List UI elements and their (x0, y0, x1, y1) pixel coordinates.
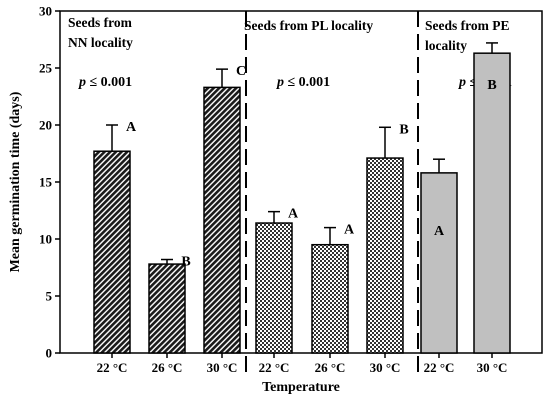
significance-letter: C (236, 64, 246, 79)
bar (366, 157, 404, 354)
bar (93, 150, 131, 354)
x-category-label: 22 °C (97, 360, 128, 375)
significance-letter: B (487, 78, 496, 93)
y-tick-label: 30 (39, 4, 52, 19)
panel-title-line: Seeds from PL locality (244, 18, 373, 33)
x-category-label: 30 °C (370, 360, 401, 375)
x-category-label: 26 °C (152, 360, 183, 375)
panel-1: Seeds from NN locality p ≤ 0.001 A 22 °C B 26 … (68, 15, 246, 375)
significance-letter: A (288, 207, 299, 222)
x-category-label: 30 °C (477, 360, 508, 375)
p-value-label: p ≤ 0.001 (78, 75, 132, 90)
panel-title-line: locality (425, 38, 467, 53)
y-tick-label: 15 (39, 175, 53, 190)
y-tick-label: 25 (39, 61, 53, 76)
plot-frame (59, 10, 543, 354)
x-category-label: 30 °C (207, 360, 238, 375)
panels: Seeds from NN locality p ≤ 0.001 A 22 °C B 26 … (68, 11, 512, 375)
bar (420, 172, 458, 354)
significance-letter: A (126, 120, 137, 135)
y-tick-label: 5 (46, 289, 53, 304)
y-tick-label: 0 (46, 346, 53, 361)
y-axis: 0 5 10 15 20 25 30 (39, 4, 60, 361)
significance-letter: B (181, 255, 190, 270)
x-axis-title: Temperature (262, 380, 340, 395)
significance-letter: A (434, 224, 445, 239)
significance-letter: A (344, 223, 355, 238)
y-tick-label: 10 (39, 232, 52, 247)
panel-title-line: Seeds from (68, 15, 133, 30)
y-tick-label: 20 (39, 118, 52, 133)
x-category-label: 22 °C (259, 360, 290, 375)
bar (203, 86, 241, 354)
bar (148, 263, 186, 354)
x-category-label: 26 °C (315, 360, 346, 375)
panel-title-line: NN locality (68, 35, 133, 50)
panel-2: Seeds from PL locality p ≤ 0.001 A 22 °C A 26… (244, 18, 409, 375)
significance-letter: B (399, 122, 408, 137)
bar (255, 222, 293, 354)
plot-area (59, 10, 543, 354)
y-axis-title: Mean germination time (days) (8, 91, 23, 272)
p-value-label: p ≤ 0.001 (276, 75, 330, 90)
bar (473, 52, 511, 354)
x-category-label: 22 °C (424, 360, 455, 375)
panel-title-line: Seeds from PE (425, 18, 510, 33)
bar (311, 243, 349, 354)
